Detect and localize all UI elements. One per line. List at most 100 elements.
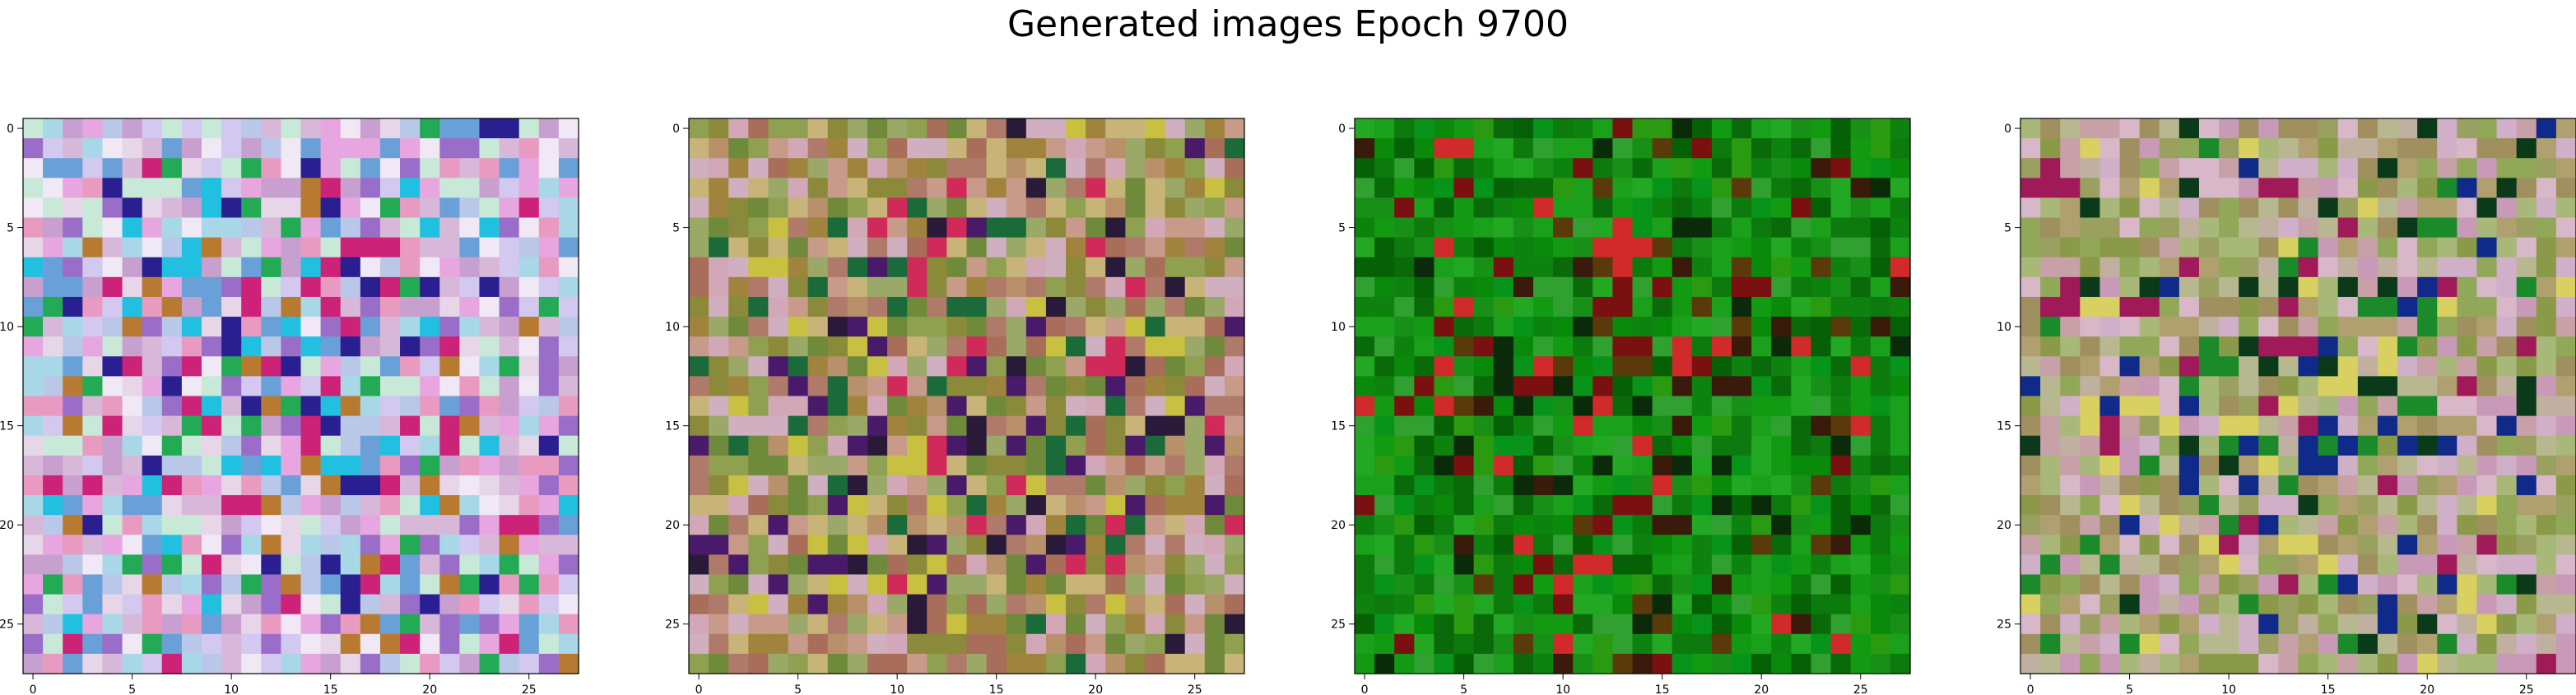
pixel-cell [2536, 515, 2557, 535]
pixel-cell [2198, 296, 2220, 317]
pixel-cell [1145, 217, 1166, 239]
pixel-cell [2555, 633, 2576, 655]
pixel-cell [1473, 554, 1495, 576]
pixel-cell [1612, 495, 1634, 516]
pixel-cell [1434, 574, 1455, 595]
pixel-cell [2178, 633, 2200, 655]
pixel-cell [1066, 594, 1086, 615]
pixel-cell [1006, 197, 1027, 219]
pixel-cell [1652, 356, 1673, 377]
pixel-cell [2476, 554, 2498, 576]
pixel-cell [1145, 435, 1166, 456]
pixel-cell [558, 336, 579, 357]
pixel-cell [1771, 535, 1792, 555]
pixel-cell [1374, 475, 1395, 496]
pixel-cell [1184, 138, 1206, 159]
pixel-cell [1751, 158, 1772, 178]
pixel-cell [946, 257, 968, 278]
pixel-cell [1165, 178, 1186, 199]
pixel-cell [2397, 178, 2418, 199]
pixel-cell [320, 317, 342, 337]
pixel-cell [479, 535, 500, 555]
pixel-cell [927, 495, 947, 516]
pixel-cell [1593, 594, 1613, 615]
pixel-cell [2337, 158, 2359, 178]
pixel-cell [1165, 197, 1186, 219]
pixel-cell [1224, 554, 1245, 576]
pixel-cell [788, 336, 809, 357]
pixel-cell [300, 535, 322, 555]
pixel-cell [181, 633, 202, 655]
pixel-cell [2119, 515, 2141, 535]
pixel-cell [23, 415, 44, 437]
pixel-cell [1006, 178, 1027, 199]
pixel-cell [1453, 415, 1475, 437]
pixel-cell [2318, 158, 2339, 178]
pixel-cell [946, 535, 968, 555]
pixel-cell [2258, 336, 2279, 357]
pixel-cell [788, 158, 809, 178]
pixel-cell [788, 455, 809, 476]
pixel-cell [1045, 356, 1067, 377]
pixel-cell [1493, 574, 1514, 595]
pixel-cell [1453, 633, 1475, 655]
pixel-cell [2278, 594, 2299, 615]
pixel-cell [2377, 376, 2398, 397]
pixel-cell [1652, 178, 1673, 199]
pixel-cell [63, 178, 83, 199]
pixel-cell [827, 554, 849, 576]
pixel-cell [1066, 356, 1086, 377]
pixel-cell [2417, 158, 2438, 178]
pixel-cell [221, 376, 242, 397]
pixel-cell [23, 356, 44, 377]
pixel-cell [1890, 455, 1911, 476]
pixel-cell [946, 217, 968, 239]
pixel-cell [709, 554, 729, 576]
pixel-cell [1414, 653, 1435, 674]
pixel-cell [1513, 257, 1534, 278]
pixel-cell [1791, 415, 1812, 437]
pixel-cell [2516, 217, 2537, 239]
pixel-cell [221, 435, 242, 456]
pixel-cell [2318, 178, 2339, 199]
pixel-cell [1145, 455, 1166, 476]
pixel-cell [2119, 356, 2141, 377]
y-tick-label: 25 [0, 619, 14, 632]
pixel-cell [142, 276, 163, 298]
pixel-cell [1066, 158, 1086, 178]
pixel-cell [2040, 296, 2061, 317]
pixel-cell [1612, 435, 1634, 456]
pixel-cell [439, 197, 460, 219]
pixel-cell [400, 435, 421, 456]
pixel-cell [558, 376, 579, 397]
pixel-cell [1870, 138, 1891, 159]
pixel-cell [2337, 653, 2359, 674]
pixel-cell [1045, 415, 1067, 437]
pixel-cell [768, 118, 789, 139]
pixel-cell [360, 138, 381, 159]
pixel-cell [181, 296, 202, 317]
pixel-cell [907, 158, 928, 178]
pixel-cell [23, 633, 44, 655]
pixel-cell [2298, 356, 2319, 377]
pixel-cell [2278, 217, 2299, 239]
pixel-cell [709, 475, 729, 496]
pixel-cell [768, 495, 789, 516]
pixel-cell [1532, 415, 1554, 437]
pixel-cell [340, 633, 361, 655]
pixel-cell [2060, 118, 2081, 139]
pixel-cell [2516, 475, 2537, 496]
pixel-cell [1870, 614, 1891, 635]
y-tick-label: 25 [1997, 619, 2011, 632]
pixel-cell [2457, 594, 2478, 615]
pixel-cell [300, 118, 322, 139]
y-tick-label: 5 [7, 222, 14, 235]
pixel-cell [142, 594, 163, 615]
pixel-cell [261, 396, 281, 417]
pixel-cell [1711, 138, 1732, 159]
pixel-cell [499, 594, 520, 615]
pixel-cell [986, 237, 1007, 258]
pixel-cell [1652, 455, 1673, 476]
pixel-cell [2417, 118, 2438, 139]
pixel-cell [1890, 574, 1911, 595]
